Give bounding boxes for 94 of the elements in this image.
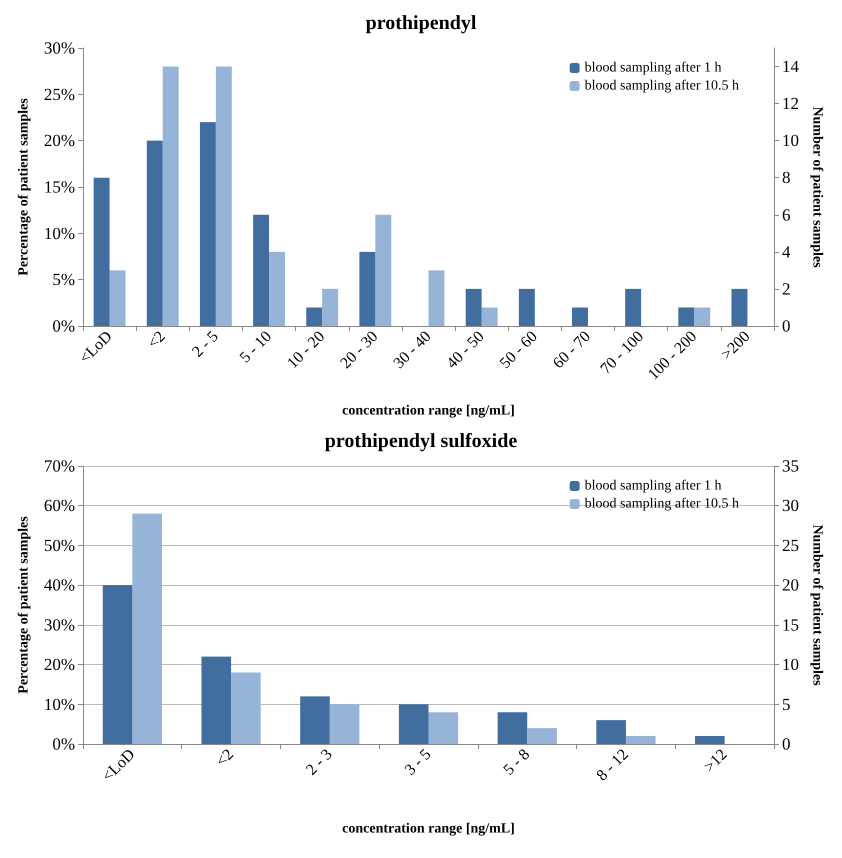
bar [398,704,428,744]
y2-axis-title: Number of patient samples [810,524,824,686]
y2-tick-label: 20 [782,576,799,595]
bar [253,214,270,326]
bar [94,178,110,326]
legend-label: blood sampling after 1 h [584,60,722,76]
y2-tick-label: 10 [782,655,799,674]
x-axis-title: concentration range [ng/mL] [342,822,515,836]
x-tick-label: 5 - 10 [236,328,276,366]
bar [527,728,557,744]
bar [678,307,694,326]
x-tick-label: >12 [700,746,731,776]
y2-tick-label: 8 [782,168,790,188]
y-tick-label: 0% [52,316,75,336]
y2-tick-label: 12 [782,94,799,114]
bar [596,720,626,744]
bar [200,122,216,326]
x-tick-label: 2 - 5 [189,328,222,361]
y-tick-label: 30% [44,615,75,634]
x-tick-label: 30 - 40 [390,328,435,372]
chart-title: prothipendyl [366,12,477,34]
bar [162,66,179,326]
x-tick-label: 50 - 60 [496,328,541,372]
bar [201,656,232,744]
y-tick-label: 60% [44,496,75,516]
bar [625,288,642,326]
y2-tick-label: 2 [782,279,790,298]
bar [306,307,322,326]
y-tick-label: 30% [44,38,75,58]
y-tick-label: 0% [52,734,75,754]
legend-label: blood sampling after 10.5 h [584,78,740,94]
x-axis-title: concentration range [ng/mL] [342,404,515,418]
y-tick-label: 20% [44,655,75,674]
bar [216,66,232,326]
y-tick-label: 15% [44,178,75,196]
bar [694,307,710,326]
y-tick-label: 70% [44,456,75,476]
bar [375,214,392,326]
bar [322,288,338,326]
y-tick-label: 50% [44,536,75,555]
y-axis-title: Percentage of patient samples [16,98,32,276]
bar [359,252,376,326]
bar [428,270,444,326]
bar [102,585,132,744]
bar [330,704,360,744]
x-tick-label: <2 [213,746,238,770]
bar [132,514,162,744]
x-tick-label: 40 - 50 [444,328,488,372]
y2-tick-label: 4 [782,242,791,262]
x-tick-label: 2 - 3 [303,746,336,779]
legend-label: blood sampling after 10.5 h [584,496,740,512]
y-tick-label: 10% [44,224,75,243]
chart-title: prothipendyl sulfoxide [324,430,518,452]
x-tick-label: 10 - 20 [284,328,328,372]
y2-tick-label: 35 [782,456,799,476]
y2-tick-label: 25 [782,536,799,555]
x-tick-label: 60 - 70 [550,328,594,372]
y2-tick-label: 0 [782,734,790,754]
bar [428,712,458,744]
y-tick-label: 5% [52,270,75,290]
y2-tick-label: 15 [782,615,799,634]
bar [300,696,330,744]
y-tick-label: 40% [44,576,75,595]
y2-tick-label: 30 [782,496,799,516]
bar [466,288,482,326]
x-tick-label: 70 - 100 [597,328,648,378]
bar [498,712,528,744]
y2-tick-label: 5 [782,694,790,714]
x-tick-label: <2 [144,328,169,352]
bar [269,252,285,326]
bar [110,270,126,326]
bar [146,140,163,326]
x-tick-label: 100 - 200 [644,328,700,384]
bar [731,288,748,326]
y2-tick-label: 14 [782,57,800,76]
bar [518,288,535,326]
y-tick-label: 20% [44,131,75,150]
y2-axis-title: Number of patient samples [810,106,824,268]
bar [572,307,588,326]
legend-label: blood sampling after 1 h [584,478,722,494]
x-tick-label: 5 - 8 [500,746,534,779]
bar [626,736,656,744]
bar [231,672,261,744]
x-tick-label: 8 - 12 [594,746,632,784]
y2-tick-label: 0 [782,316,790,336]
x-tick-label: 3 - 5 [402,746,435,779]
y-tick-label: 10% [44,694,75,714]
y-tick-label: 25% [44,84,75,104]
y2-tick-label: 10 [782,131,799,150]
x-tick-label: 20 - 30 [337,328,382,372]
y-axis-title: Percentage of patient samples [16,516,32,694]
y2-tick-label: 6 [782,205,790,224]
bar [695,736,725,744]
bar [482,307,498,326]
